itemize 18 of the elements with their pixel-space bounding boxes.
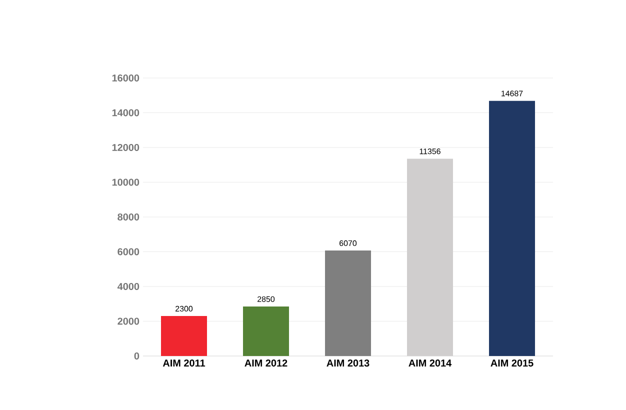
y-tick-label: 10000 (112, 178, 140, 186)
y-tick-label: 12000 (112, 144, 140, 152)
bar (489, 100, 536, 356)
bar (325, 250, 372, 356)
bar (243, 306, 290, 356)
y-tick-label: 0 (134, 352, 140, 360)
y-tick-label: 14000 (112, 109, 140, 116)
y-tick-label: 8000 (118, 213, 140, 221)
y-tick-label: 4000 (117, 282, 140, 290)
y-tick-label: 2000 (118, 318, 140, 325)
x-tick-label: AIM 2014 (408, 360, 452, 367)
x-tick-label: AIM 2015 (490, 360, 534, 367)
x-tick-label: AIM 2012 (244, 360, 288, 367)
y-tick-label: 16000 (112, 74, 140, 82)
x-tick-label: AIM 2013 (326, 360, 370, 367)
x-tick-label: AIM 2011 (162, 360, 206, 367)
y-tick-label: 6000 (118, 248, 140, 256)
bar (161, 316, 207, 356)
